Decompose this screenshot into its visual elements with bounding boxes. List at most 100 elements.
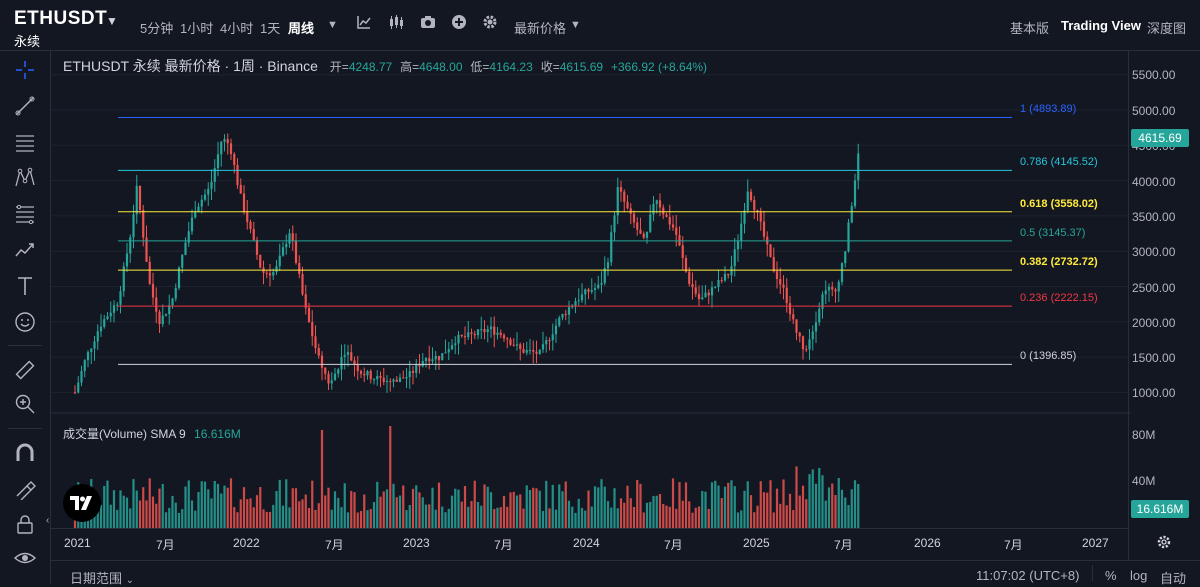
ruler-icon[interactable] xyxy=(12,357,38,383)
indicator-icon[interactable] xyxy=(356,14,372,35)
pattern-icon[interactable] xyxy=(12,165,38,191)
volume-bar xyxy=(506,506,509,528)
volume-bar xyxy=(476,501,480,528)
candle-body xyxy=(90,348,93,353)
volume-bar xyxy=(203,481,207,528)
candle-body xyxy=(304,294,307,308)
volume-bar xyxy=(759,481,762,528)
toolbar-divider xyxy=(8,428,42,429)
view-basic[interactable]: 基本版 xyxy=(1010,21,1050,36)
horizontal-lines-icon[interactable] xyxy=(12,129,38,155)
volume-bar xyxy=(288,507,291,528)
view-depth[interactable]: 深度图 xyxy=(1147,21,1187,36)
candle-body xyxy=(512,344,515,346)
volume-bar xyxy=(138,500,142,528)
volume-bar xyxy=(720,498,723,528)
interval-4h[interactable]: 4小时 xyxy=(220,21,254,36)
date-range-button[interactable]: 日期范围 ⌄ xyxy=(70,571,135,586)
candle-body xyxy=(369,370,372,380)
candle-body xyxy=(385,380,389,382)
symbol-name[interactable]: ETHUSDT xyxy=(14,8,108,29)
candle-body xyxy=(129,237,132,254)
chart-settings-icon[interactable] xyxy=(1156,534,1172,555)
volume-bar xyxy=(853,480,857,528)
candle-body xyxy=(545,340,548,345)
volume-bar xyxy=(116,509,119,528)
add-icon[interactable] xyxy=(451,14,467,35)
trendline-icon[interactable] xyxy=(12,93,38,119)
volume-bar xyxy=(636,479,639,528)
emoji-icon[interactable] xyxy=(12,309,38,335)
view-tradingview[interactable]: Trading View xyxy=(1061,18,1141,33)
volume-bar xyxy=(694,507,697,528)
candle-body xyxy=(275,266,278,273)
volume-bar xyxy=(769,480,772,528)
brush-icon[interactable] xyxy=(12,237,38,263)
chevron-down-icon[interactable]: ▼ xyxy=(570,19,581,31)
interval-1w[interactable]: 周线 xyxy=(288,21,315,36)
volume-bar xyxy=(792,510,795,528)
candle-body xyxy=(112,305,116,313)
zoom-icon[interactable] xyxy=(12,391,38,417)
lock-drawing-icon[interactable] xyxy=(12,475,38,501)
lock-icon[interactable] xyxy=(12,511,38,537)
chart-type-icon[interactable] xyxy=(388,14,404,35)
volume-bar xyxy=(190,500,194,528)
collapse-toolbar-icon[interactable]: ‹ xyxy=(46,515,50,526)
volume-bar xyxy=(850,489,853,528)
volume-bar xyxy=(324,495,327,528)
volume-bar xyxy=(307,508,311,528)
candle-body xyxy=(551,334,554,341)
interval-1h[interactable]: 1小时 xyxy=(180,21,214,36)
candle-body xyxy=(424,358,428,362)
candle-body xyxy=(132,214,135,238)
price-chart[interactable] xyxy=(51,51,1131,536)
crosshair-icon[interactable] xyxy=(12,57,38,83)
price-type-select[interactable]: 最新价格 xyxy=(514,21,567,36)
clock-display[interactable]: 11:07:02 (UTC+8) xyxy=(976,568,1080,583)
candle-body xyxy=(480,329,483,331)
time-axis-label: 2022 xyxy=(233,536,260,550)
candle-body xyxy=(350,352,353,361)
volume-bar xyxy=(782,479,785,528)
volume-bar xyxy=(106,480,109,528)
auto-toggle[interactable]: 自动 xyxy=(1160,571,1187,586)
candle-body xyxy=(655,200,658,204)
candle-body xyxy=(753,200,756,211)
log-toggle[interactable]: log xyxy=(1130,568,1148,583)
camera-icon[interactable] xyxy=(420,14,436,35)
percent-toggle[interactable]: % xyxy=(1105,568,1117,583)
interval-5m[interactable]: 5分钟 xyxy=(140,21,174,36)
volume-bar xyxy=(408,504,411,528)
volume-bar xyxy=(697,506,701,528)
candle-body xyxy=(561,313,564,318)
volume-bar xyxy=(671,478,675,528)
interval-dropdown-icon[interactable]: ▼ xyxy=(327,19,338,31)
candle-body xyxy=(340,356,343,370)
magnet-icon[interactable] xyxy=(12,440,38,466)
candle-body xyxy=(233,154,236,165)
chevron-down-icon[interactable]: ▼ xyxy=(106,14,118,28)
volume-bar xyxy=(574,512,577,528)
volume-bar xyxy=(207,489,210,528)
fib-icon[interactable] xyxy=(12,201,38,227)
volume-bar xyxy=(567,500,571,528)
interval-1d[interactable]: 1天 xyxy=(260,21,281,36)
volume-bar xyxy=(538,490,541,528)
text-icon[interactable] xyxy=(12,273,38,299)
candle-body xyxy=(727,273,730,276)
candle-body xyxy=(590,290,593,292)
volume-bar xyxy=(405,510,408,528)
candle-body xyxy=(785,287,788,304)
settings-icon[interactable] xyxy=(482,14,498,35)
volume-bar xyxy=(112,490,116,528)
volume-bar xyxy=(652,495,655,528)
candle-body xyxy=(801,336,805,350)
volume-bar xyxy=(779,503,782,528)
volume-bar xyxy=(535,488,538,528)
candle-body xyxy=(805,349,808,351)
fib-level-label: 0.618 (3558.02) xyxy=(1020,197,1098,210)
date-range-label: 日期范围 xyxy=(70,571,123,586)
candle-body xyxy=(597,284,600,289)
eye-icon[interactable] xyxy=(12,545,38,571)
